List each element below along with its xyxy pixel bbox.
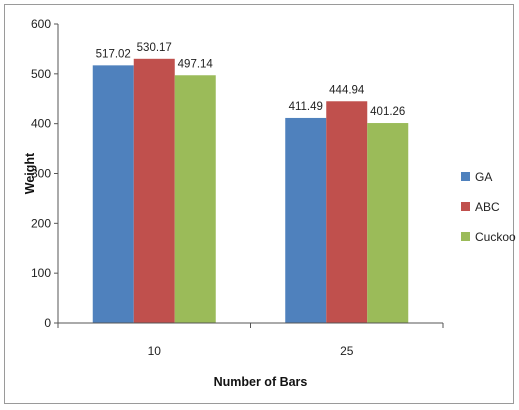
- data-label: 401.26: [370, 106, 405, 118]
- bar-cuckoo-10: [174, 75, 216, 323]
- legend-swatch-cuckoo: [461, 232, 470, 241]
- y-tick-label: 0: [44, 316, 51, 330]
- bar-ga-25: [285, 117, 327, 323]
- x-tick-label: 10: [148, 344, 162, 358]
- data-labels: 517.02 530.17 497.14 411.49 444.94 401.26: [96, 42, 406, 118]
- x-axis-ticks: 10 25: [57, 323, 444, 358]
- y-tick-label: 400: [31, 117, 51, 131]
- data-label: 517.02: [96, 48, 131, 60]
- legend-label-abc: ABC: [475, 200, 500, 214]
- y-tick-label: 200: [31, 216, 51, 230]
- y-tick-label: 100: [31, 266, 51, 280]
- legend-label-cuckoo: Cuckoo: [475, 230, 516, 244]
- bar-abc-25: [326, 101, 368, 323]
- y-axis-title: Weight: [23, 152, 37, 194]
- legend-label-ga: GA: [475, 170, 492, 184]
- y-tick-label: 600: [31, 17, 51, 31]
- legend-swatch-ga: [461, 172, 470, 181]
- bar-cuckoo-25: [367, 123, 409, 324]
- x-tick-label: 25: [340, 344, 354, 358]
- y-axis-ticks: 0 100 200 300 400 500 600: [31, 17, 58, 330]
- y-tick-label: 300: [31, 167, 51, 181]
- x-axis-title: Number of Bars: [214, 375, 308, 389]
- bar-abc-10: [133, 58, 175, 324]
- data-label: 411.49: [289, 101, 323, 113]
- y-tick-label: 500: [31, 67, 51, 81]
- legend-swatch-abc: [461, 202, 470, 211]
- data-label: 497.14: [178, 58, 214, 70]
- bars: [92, 58, 409, 324]
- data-label: 530.17: [137, 42, 172, 54]
- bar-ga-10: [92, 65, 134, 324]
- chart-frame: [4, 4, 514, 404]
- data-label: 444.94: [329, 84, 365, 96]
- legend: GA ABC Cuckoo: [461, 170, 516, 244]
